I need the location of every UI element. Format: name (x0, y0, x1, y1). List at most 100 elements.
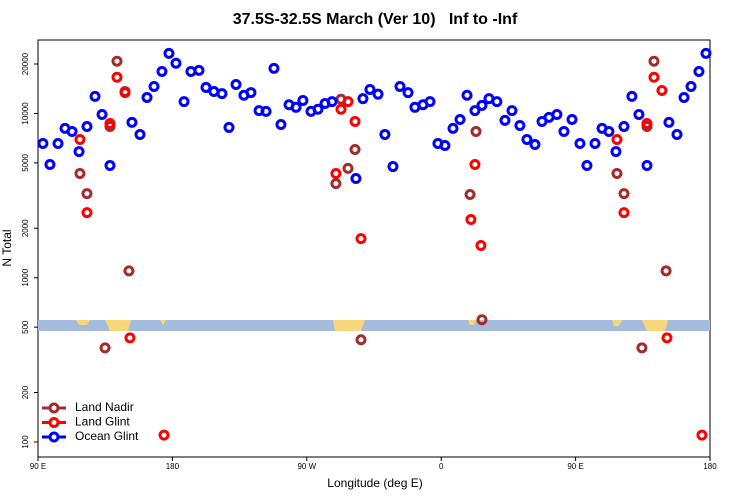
point (379, 128, 391, 140)
y-tick-label: 20000 (21, 52, 30, 75)
point (104, 117, 116, 129)
point (119, 87, 131, 99)
point (74, 167, 86, 179)
y-tick-label: 100 (21, 435, 30, 449)
point (618, 188, 630, 200)
y-tick-label: 200 (21, 385, 30, 399)
point (648, 55, 660, 67)
point (37, 138, 49, 150)
x-tick-label: 90 E (567, 462, 583, 471)
point (611, 167, 623, 179)
point (476, 99, 488, 111)
x-tick-label: 90 E (30, 462, 46, 471)
point (648, 71, 660, 83)
point (104, 160, 116, 172)
point (603, 125, 615, 137)
point (230, 79, 242, 91)
point (678, 92, 690, 104)
point (216, 88, 228, 100)
point (335, 103, 347, 115)
point (633, 108, 645, 120)
point (123, 265, 135, 277)
point (52, 138, 64, 150)
chart-title: 37.5S-32.5S March (Ver 10) Inf to -Inf (233, 11, 518, 28)
point (126, 116, 138, 128)
point (330, 167, 342, 179)
point (330, 178, 342, 190)
legend-marker (48, 417, 60, 428)
point (326, 96, 338, 108)
point (566, 113, 578, 125)
point (611, 134, 623, 146)
point (618, 120, 630, 132)
point (81, 188, 93, 200)
y-tick-label: 1000 (21, 268, 30, 286)
point (641, 117, 653, 129)
point (558, 125, 570, 137)
point (81, 120, 93, 132)
point (342, 162, 354, 174)
point (685, 80, 697, 92)
point (111, 55, 123, 67)
point (141, 92, 153, 104)
point (124, 332, 136, 344)
point (96, 108, 108, 120)
point (656, 84, 668, 96)
y-tick-label: 5000 (21, 153, 30, 171)
y-tick-label: 500 (21, 320, 30, 334)
point (660, 265, 672, 277)
point (470, 125, 482, 137)
point (200, 81, 212, 93)
point (610, 146, 622, 158)
point (506, 105, 518, 117)
legend-marker (48, 431, 60, 443)
x-axis-label: Longitude (deg E) (327, 476, 422, 490)
point (148, 80, 160, 92)
point (424, 96, 436, 108)
point (491, 96, 503, 108)
point (81, 207, 93, 219)
point (357, 93, 369, 105)
point (74, 134, 86, 146)
point (387, 161, 399, 173)
x-tick-label: 180 (166, 462, 180, 471)
point (66, 125, 78, 137)
point (223, 121, 235, 133)
y-tick-label: 10000 (21, 102, 30, 125)
point (529, 139, 541, 151)
point (290, 101, 302, 113)
point (297, 94, 309, 106)
y-axis-label: N Total (0, 229, 14, 266)
point (178, 96, 190, 108)
point (364, 83, 376, 95)
point (618, 207, 630, 219)
point (312, 103, 324, 115)
point (447, 122, 459, 134)
point (349, 115, 361, 127)
point (394, 80, 406, 92)
point (402, 87, 414, 99)
point (439, 140, 451, 152)
legend-label: Land Glint (75, 415, 130, 429)
point (469, 105, 481, 117)
point (465, 214, 477, 226)
point (454, 113, 466, 125)
x-tick-label: 0 (439, 462, 444, 471)
point (499, 114, 511, 126)
point (661, 332, 673, 344)
point (626, 90, 638, 102)
point (111, 71, 123, 83)
x-tick-label: 180 (703, 462, 717, 471)
point (349, 144, 361, 156)
point (245, 87, 257, 99)
point (696, 429, 708, 441)
ocean-strip (38, 320, 710, 331)
point (700, 47, 712, 59)
point (469, 158, 481, 170)
legend-marker (48, 402, 60, 414)
point (464, 189, 476, 201)
map-strip (38, 320, 710, 331)
point (476, 314, 488, 326)
point (134, 128, 146, 140)
plot-frame (37, 39, 711, 458)
